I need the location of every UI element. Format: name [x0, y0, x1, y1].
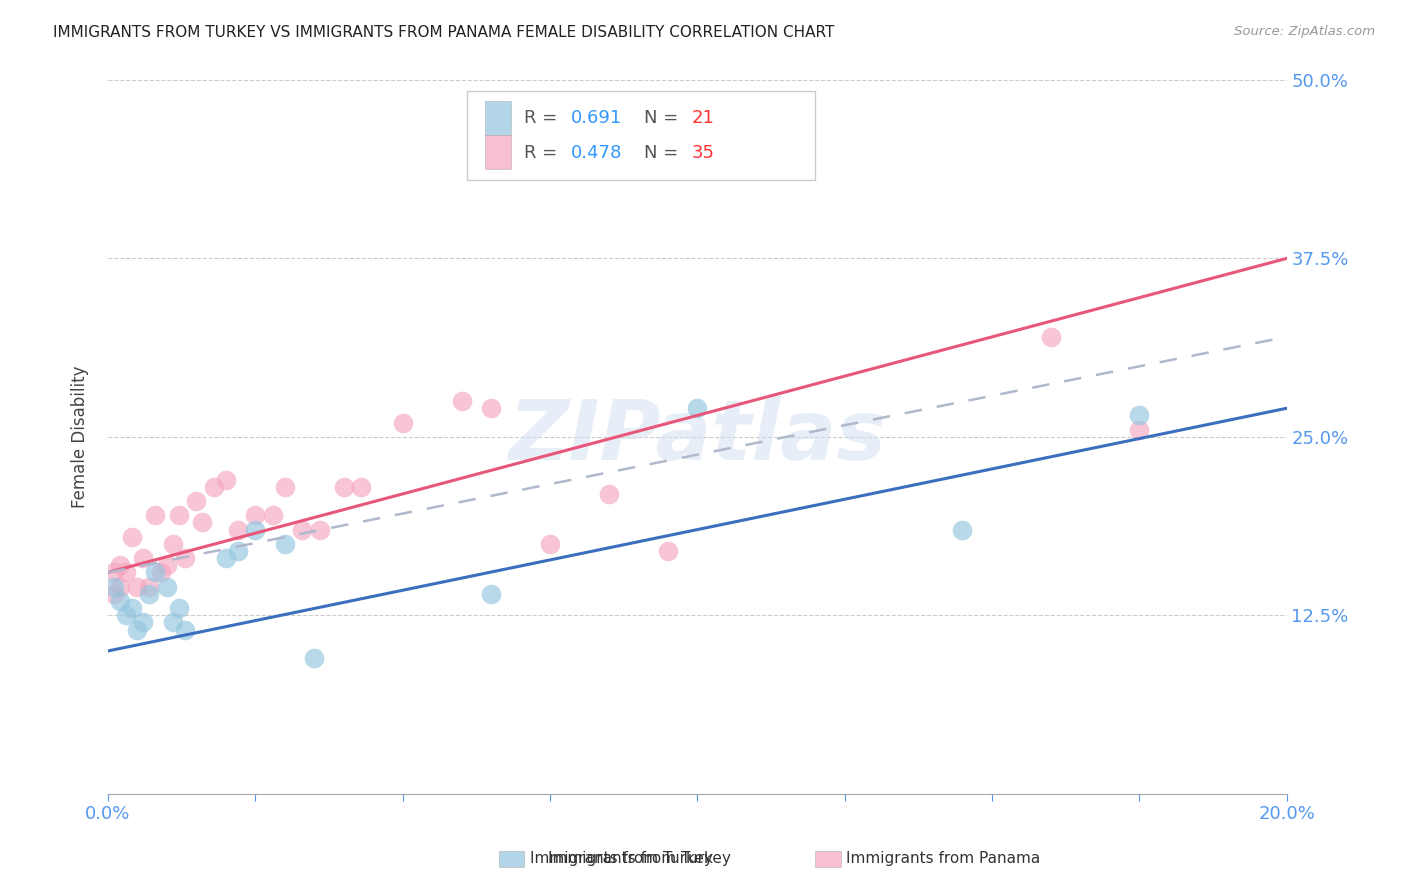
Point: [1128, 409, 1150, 423]
Point: [138, 580, 160, 594]
Text: N =: N =: [644, 144, 685, 161]
Point: [138, 587, 160, 601]
Point: [245, 508, 267, 523]
Text: R =: R =: [524, 109, 562, 127]
Point: [121, 601, 143, 615]
Point: [191, 516, 214, 530]
Text: 0.478: 0.478: [571, 144, 623, 161]
Text: 21: 21: [692, 109, 714, 127]
Text: Immigrants from Panama: Immigrants from Panama: [846, 852, 1040, 866]
Point: [108, 580, 131, 594]
Point: [167, 508, 190, 523]
Point: [332, 480, 354, 494]
Point: [132, 551, 155, 566]
Point: [479, 401, 502, 416]
Point: [162, 537, 184, 551]
Point: [450, 394, 472, 409]
Point: [215, 551, 238, 566]
Point: [156, 558, 179, 573]
Text: ZIPatlas: ZIPatlas: [509, 396, 886, 477]
Point: [262, 508, 284, 523]
Point: [173, 551, 195, 566]
Text: Immigrants from Turkey: Immigrants from Turkey: [548, 851, 731, 865]
Point: [121, 530, 143, 544]
Point: [274, 480, 297, 494]
Text: 35: 35: [692, 144, 714, 161]
Point: [391, 416, 413, 430]
Point: [143, 566, 166, 580]
Point: [114, 608, 136, 623]
Point: [143, 508, 166, 523]
Text: N =: N =: [644, 109, 685, 127]
Text: R =: R =: [524, 144, 562, 161]
Point: [108, 558, 131, 573]
Point: [309, 523, 332, 537]
Point: [156, 580, 179, 594]
Point: [132, 615, 155, 630]
Point: [479, 587, 502, 601]
Point: [108, 594, 131, 608]
Point: [226, 523, 249, 537]
Point: [350, 480, 373, 494]
Point: [952, 523, 974, 537]
Point: [173, 623, 195, 637]
Point: [657, 544, 679, 558]
Point: [127, 623, 149, 637]
Text: 0.691: 0.691: [571, 109, 623, 127]
Point: [1128, 423, 1150, 437]
Point: [598, 487, 620, 501]
Point: [226, 544, 249, 558]
Point: [215, 473, 238, 487]
Point: [103, 566, 125, 580]
Point: [103, 587, 125, 601]
FancyBboxPatch shape: [485, 135, 510, 169]
Point: [103, 580, 125, 594]
Point: [186, 494, 208, 508]
Point: [304, 651, 326, 665]
Point: [538, 537, 561, 551]
Y-axis label: Female Disability: Female Disability: [72, 366, 89, 508]
Point: [274, 537, 297, 551]
Text: Immigrants from Turkey: Immigrants from Turkey: [530, 852, 713, 866]
Point: [114, 566, 136, 580]
FancyBboxPatch shape: [467, 91, 815, 180]
Point: [291, 523, 314, 537]
Point: [202, 480, 225, 494]
Point: [245, 523, 267, 537]
Text: Source: ZipAtlas.com: Source: ZipAtlas.com: [1234, 25, 1375, 38]
Point: [127, 580, 149, 594]
Point: [150, 566, 173, 580]
Point: [162, 615, 184, 630]
FancyBboxPatch shape: [485, 101, 510, 135]
Point: [686, 401, 709, 416]
Text: IMMIGRANTS FROM TURKEY VS IMMIGRANTS FROM PANAMA FEMALE DISABILITY CORRELATION C: IMMIGRANTS FROM TURKEY VS IMMIGRANTS FRO…: [53, 25, 835, 40]
Point: [167, 601, 190, 615]
Point: [1039, 330, 1062, 344]
